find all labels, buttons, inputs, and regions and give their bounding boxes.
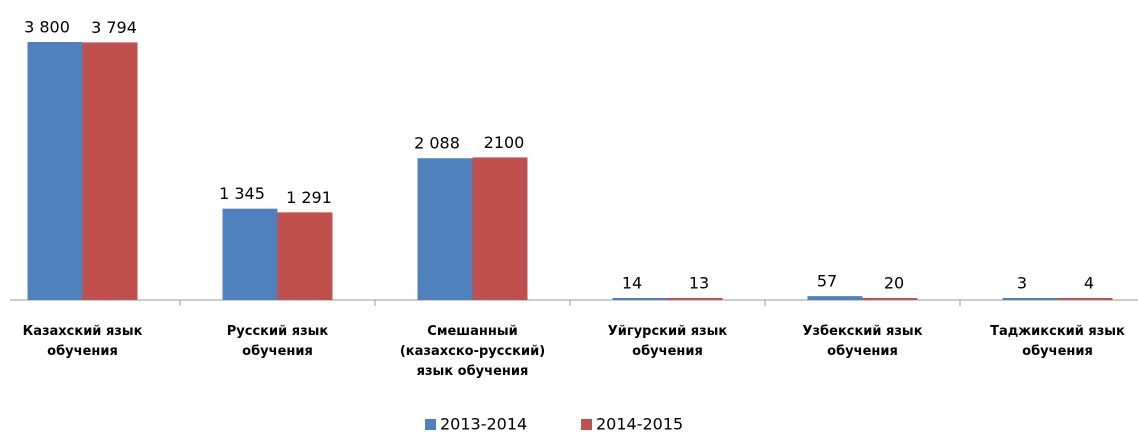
x-tick-label: Смешанный (казахско-русский) язык обучен… (399, 324, 546, 379)
data-label: 13 (689, 274, 709, 293)
bar (27, 42, 83, 300)
bar (667, 298, 723, 300)
data-label: 1 345 (219, 184, 265, 203)
x-tick-label: Казахский язык обучения (22, 324, 143, 359)
bar (807, 296, 863, 300)
bar (277, 212, 333, 300)
x-tick-label: Таджикский язык обучения (990, 324, 1125, 359)
bar (862, 298, 918, 300)
bar (417, 158, 473, 300)
x-tick-label: Уйгурский язык обучения (607, 324, 728, 359)
bar (1057, 298, 1113, 300)
legend-label: 2014-2015 (596, 415, 683, 434)
data-label: 3 (1017, 274, 1027, 293)
bar (612, 298, 668, 300)
bar (82, 42, 138, 300)
data-label: 1 291 (286, 188, 332, 207)
data-label: 2100 (484, 133, 525, 152)
legend-swatch (581, 419, 592, 430)
data-label: 57 (817, 272, 837, 291)
bar (222, 208, 278, 300)
data-label: 2 088 (414, 134, 460, 153)
data-label: 3 800 (24, 18, 70, 37)
legend-label: 2013-2014 (440, 415, 527, 434)
data-label: 14 (622, 274, 642, 293)
bar (1002, 298, 1058, 300)
legend-swatch (425, 419, 436, 430)
bar (472, 157, 528, 300)
x-tick-label: Русский язык обучения (226, 324, 329, 359)
data-label: 3 794 (91, 18, 137, 37)
data-label: 4 (1084, 274, 1094, 293)
x-tick-label: Узбекский язык обучения (802, 324, 923, 359)
data-label: 20 (884, 274, 904, 293)
